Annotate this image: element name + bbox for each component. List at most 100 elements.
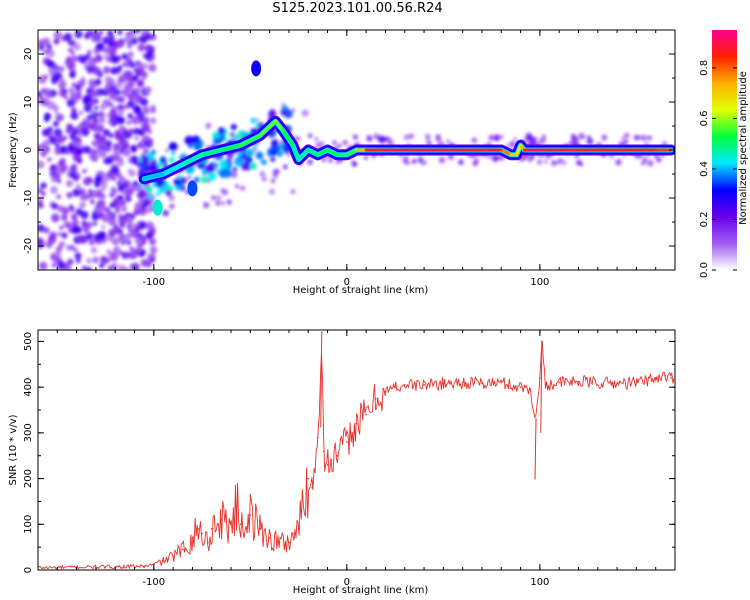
snr-point (481, 382, 483, 385)
colorbar-tick-label: 0.8 (699, 60, 710, 76)
snr-point (461, 381, 464, 384)
ridge-point (200, 153, 204, 156)
x-tick-label: -100 (142, 577, 165, 588)
snr-point (239, 523, 242, 526)
snr-point (297, 528, 300, 530)
ridge-segment (306, 148, 320, 157)
snr-point (539, 377, 541, 379)
y-tick-label: 20 (23, 48, 34, 61)
x-tick-label: 100 (530, 577, 549, 588)
snr-point (519, 386, 522, 388)
snr-point (365, 413, 367, 416)
ridge-point (422, 148, 426, 152)
snr-point (191, 537, 194, 539)
ridge-point (519, 144, 522, 147)
y-tick-label: 0 (23, 147, 34, 153)
snr-point (529, 388, 532, 391)
snr-point (236, 505, 238, 507)
snr-point (292, 532, 294, 535)
snr-point (403, 384, 406, 386)
y-tick-label: 300 (23, 423, 34, 442)
x-tick-label: -100 (142, 277, 165, 288)
snr-point (230, 523, 232, 526)
y-tick-label: 500 (23, 332, 34, 351)
ridge-segment (281, 129, 295, 147)
ridge-point (654, 148, 657, 152)
ridge-point (316, 153, 320, 156)
y-tick-label: -20 (23, 238, 34, 254)
ridge-point (577, 148, 580, 152)
secondary-feature-1 (251, 60, 262, 77)
colorbar-label: Normalized spectral amplitude (738, 71, 749, 225)
y-tick-label: 0 (23, 567, 34, 573)
ridge-point (258, 134, 262, 137)
ridge-point (239, 144, 242, 147)
ridge-point (461, 148, 464, 152)
ridge-segment (345, 148, 358, 157)
snr-point (577, 380, 580, 383)
snr-spike (534, 419, 537, 480)
ridge-point (274, 120, 277, 123)
ridge-point (142, 177, 146, 180)
snr-point (670, 377, 672, 379)
ridge-point (162, 172, 165, 176)
snr-point (210, 528, 213, 530)
ridge-point (384, 148, 387, 152)
spectrogram-ylabel: Frequency (Hz) (8, 112, 19, 188)
ridge-segment (499, 148, 513, 157)
ridge-segment (161, 162, 185, 176)
x-tick-label: 0 (344, 277, 350, 288)
ridge-segment (291, 143, 301, 162)
y-tick-label: -10 (23, 190, 34, 206)
snr-point (664, 374, 667, 377)
ridge-segment (219, 143, 243, 152)
ridge-point (297, 158, 300, 161)
ridge (138, 115, 675, 185)
snr-point (616, 382, 618, 385)
snr-point (201, 532, 203, 535)
snr-point (278, 541, 281, 544)
ridge-segment (200, 148, 223, 157)
ridge-segment (316, 148, 330, 157)
snr-point (442, 382, 445, 385)
snr-point (322, 450, 325, 452)
snr-panel: -100 0 100 0 100 200 300 400 500 Height of straig… (8, 329, 676, 596)
snr-ylabel: SNR (10 * v/v) (8, 414, 19, 485)
y-tick-label: 200 (23, 469, 34, 488)
ridge-point (181, 163, 184, 166)
y-tick-label: 10 (23, 96, 34, 109)
snr-point (311, 486, 313, 489)
colorbar: 0.0 0.2 0.4 0.6 0.8 Normalized spectral ampli… (699, 30, 749, 278)
snr-point (181, 548, 184, 551)
ridge-point (326, 148, 329, 152)
y-tick-label: 400 (23, 378, 34, 397)
ridge-point (529, 148, 532, 152)
ridge-point (291, 144, 294, 147)
ridge-segment (181, 153, 204, 166)
colorbar-tick-label: 0.0 (699, 262, 710, 278)
snr-body (38, 331, 675, 570)
snr-point (355, 422, 358, 425)
snr-point (162, 560, 165, 562)
ridge-point (364, 148, 368, 152)
colorbar-tick-label: 0.4 (699, 161, 710, 177)
ridge-segment (326, 148, 339, 157)
snr-noise-trace (38, 341, 675, 570)
snr-point (394, 386, 396, 388)
snr-spike (320, 332, 323, 428)
snr-point (635, 381, 638, 384)
snr-point (330, 459, 333, 462)
x-tick-label: 100 (530, 277, 549, 288)
snr-point (326, 464, 329, 466)
ridge-segment (297, 148, 310, 162)
ridge-segment (258, 119, 277, 138)
snr-point (172, 555, 174, 558)
snr-point (500, 381, 503, 384)
snr-point (259, 528, 261, 530)
ridge-point (515, 153, 518, 156)
ridge-point (509, 153, 513, 156)
snr-point (317, 436, 319, 439)
secondary-feature-0 (152, 199, 163, 216)
ridge-point (345, 153, 349, 156)
